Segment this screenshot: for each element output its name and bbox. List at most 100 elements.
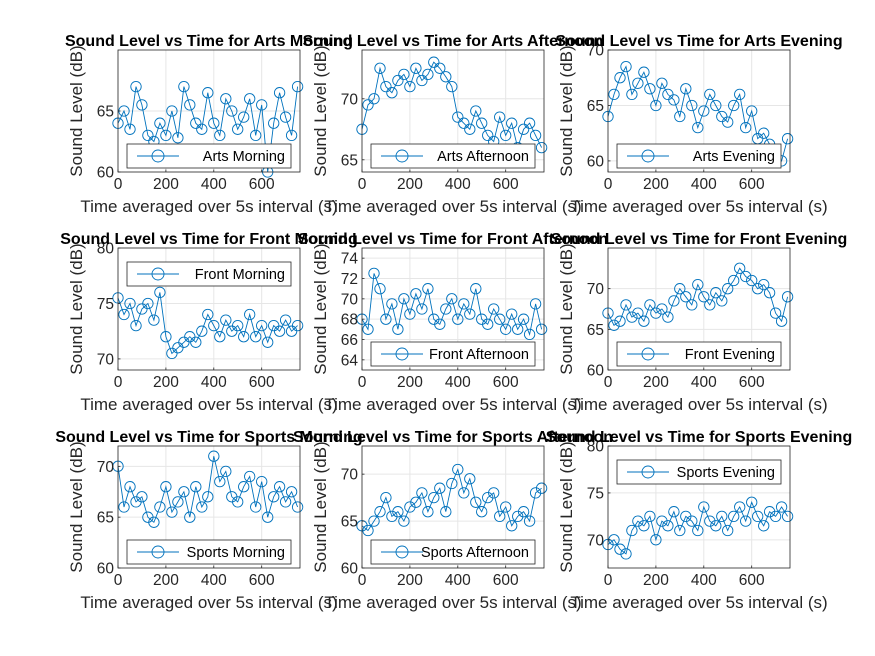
data-point [244,308,256,321]
y-tick-label: 80 [587,439,605,456]
data-point [440,71,452,83]
data-point [398,293,410,305]
y-tick-label: 64 [341,352,359,369]
data-point [148,516,160,528]
legend-marker [395,347,409,361]
data-point [476,117,488,129]
data-point [740,515,752,527]
x-tick-label: 200 [643,374,669,391]
subplot-6: 0 200 400 600 60 65 70 Time averaged over 5s in… [557,243,828,414]
data-point [434,62,446,74]
data-point [416,487,428,499]
subplot-title: Sound Level vs Time for Arts Afternoon [303,33,604,50]
data-point [523,117,536,129]
data-point [464,473,476,485]
data-point [380,313,392,325]
data-point [238,331,250,343]
data-point [686,515,698,527]
data-point [446,80,458,93]
data-point [446,293,458,305]
data-point [517,313,530,325]
data-point [184,99,196,111]
data-point [470,105,482,117]
data-point [398,68,410,81]
y-axis-label: Sound Level (dB) [557,45,576,176]
data-point [608,88,620,101]
data-point [482,318,494,330]
data-point [404,80,416,93]
x-tick-label: 0 [358,374,367,391]
data-point [656,77,668,89]
data-point [184,331,196,343]
data-point [638,520,650,532]
y-tick-label: 65 [97,510,114,527]
data-point [214,331,226,343]
data-point [232,123,244,135]
axes-box [361,247,545,371]
data-point [160,331,172,343]
data-point [136,491,148,503]
data-point [256,475,268,488]
data-point [608,319,620,331]
x-tick-label: 0 [114,572,123,589]
data-point [154,117,166,129]
legend-label: Sports Morning [187,545,285,561]
data-point [500,501,512,513]
data-point [523,328,536,341]
legend-marker [641,465,655,479]
x-tick-label: 200 [397,176,423,193]
data-point [692,524,704,537]
y-tick-label: 70 [587,532,605,549]
data-point [166,506,178,518]
x-tick-label: 400 [445,176,471,193]
data-point [686,99,698,112]
data-point [668,506,680,518]
subplot-8: 0 200 400 600 60 65 70 Time averaged over 5s in… [311,441,582,612]
data-point [220,465,232,478]
data-point [452,111,464,123]
x-tick-label: 0 [604,572,613,589]
data-point [775,315,788,327]
data-point [668,295,680,307]
x-axis-label: Time averaged over 5s interval (s) [80,197,337,216]
x-tick-label: 200 [397,374,423,391]
data-point [529,298,542,310]
y-tick-label: 65 [341,514,358,531]
data-point [392,506,404,518]
data-point [285,129,298,142]
axes-box [361,49,545,173]
y-axis-label: Sound Level (dB) [557,441,576,572]
y-tick-label: 65 [587,322,604,339]
data-point [374,62,386,74]
legend-marker [641,149,655,163]
data-point [279,314,292,326]
data-point [620,299,632,311]
subplot-title: Sound Level vs Time for Front Morning [60,231,358,248]
data-point [196,123,208,135]
y-tick-label: 72 [341,271,358,288]
data-point [279,111,292,123]
x-tick-label: 0 [114,374,123,391]
data-point [775,501,788,513]
data-point [722,283,734,295]
data-point [716,295,728,307]
data-point [422,283,434,295]
data-point [262,336,274,348]
y-tick-label: 70 [587,281,605,298]
data-point [740,270,752,283]
legend-marker [151,545,165,559]
series-line [607,267,789,326]
y-tick-label: 70 [341,291,359,308]
data-point [124,123,136,135]
data-point [202,491,214,503]
data-point [692,121,704,134]
data-point [458,117,470,129]
legend-label: Front Afternoon [429,347,529,363]
subplot-2: 0 200 400 600 65 70 Time averaged over 5s inte… [311,45,582,216]
data-point [244,93,256,105]
data-point [118,501,130,513]
y-tick-label: 80 [97,241,115,258]
y-tick-label: 74 [341,251,359,268]
data-point [781,291,794,303]
